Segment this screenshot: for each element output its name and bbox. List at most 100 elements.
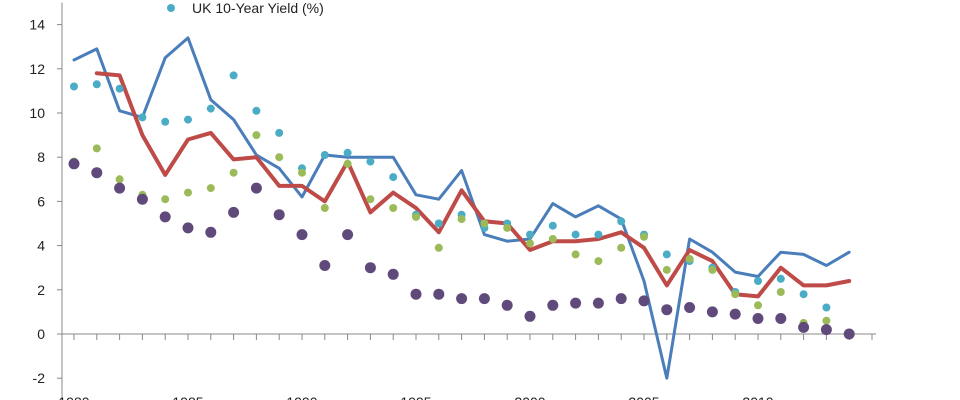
series-2-point: [70, 82, 78, 91]
series-3-point: [640, 232, 648, 241]
y-tick-label: 0: [37, 326, 45, 342]
series-2-point: [617, 217, 626, 226]
series-2-point: [662, 250, 671, 259]
series-4-point: [638, 295, 650, 307]
series-4-point: [684, 302, 696, 313]
series-2-point: [389, 173, 398, 182]
series-2-point: [343, 148, 352, 157]
y-tick-label: 8: [37, 149, 45, 165]
series-2-point: [229, 71, 238, 80]
series-3-point: [480, 219, 489, 228]
series-4-point: [364, 262, 376, 274]
series-3-point: [115, 175, 124, 184]
series-3-point: [92, 144, 101, 153]
series-4-point: [570, 297, 582, 309]
series-3-point: [594, 257, 603, 266]
series-2-point: [799, 290, 808, 299]
series-3-point: [412, 212, 420, 221]
series-4-point: [319, 260, 331, 271]
series-2-point: [754, 277, 762, 285]
series-3-point: [161, 195, 170, 204]
series-4-point: [159, 211, 171, 223]
series-2-point: [161, 117, 170, 126]
series-4-point: [273, 209, 285, 221]
series-4-point: [205, 226, 217, 238]
x-tick-label: 2005: [628, 394, 659, 400]
series-4-point: [456, 293, 468, 305]
series-3-point: [617, 243, 626, 252]
series-3-point: [571, 250, 580, 259]
series-2-point: [184, 115, 192, 124]
x-tick-label: 2000: [514, 394, 545, 400]
series-3-point: [685, 254, 694, 263]
legend-marker: [167, 4, 175, 12]
y-tick-label: 2: [37, 282, 45, 298]
series-4-point: [547, 299, 559, 311]
y-tick-label: 14: [29, 17, 45, 33]
series-3-point: [252, 131, 261, 140]
series-2-point: [776, 274, 785, 283]
series-3-point: [503, 223, 512, 232]
axes: -2 0 2 4 6 8 10 12 14 1980 1985 1990 1995 2000 2005 201…: [29, 2, 876, 400]
series-1-line: [94, 71, 852, 299]
series-3-point: [457, 215, 466, 224]
series-3-point: [275, 153, 284, 162]
series-4-point: [410, 288, 422, 300]
series-2-point: [275, 128, 284, 137]
series-2-point: [571, 230, 580, 239]
series-4-point: [524, 310, 536, 322]
series-4-point: [387, 268, 399, 280]
series-2-point: [206, 104, 215, 113]
series-2-point: [138, 113, 147, 122]
series-2-point: [320, 151, 329, 159]
x-tick-label: 1990: [286, 394, 317, 400]
series-layer: [68, 36, 855, 380]
series-3-point: [548, 235, 557, 243]
series-3-point: [389, 204, 398, 212]
series-4-point: [820, 324, 832, 336]
x-tick-label: 1985: [172, 394, 203, 400]
series-4-point: [798, 321, 810, 333]
series-3-point: [229, 168, 238, 177]
x-tick-label: 1980: [58, 394, 89, 400]
series-3-point: [366, 195, 375, 204]
series-4-point: [433, 288, 445, 300]
series-0-line: [72, 36, 851, 380]
series-3-point: [343, 159, 352, 168]
series-3-point: [662, 265, 671, 274]
series-4-point: [478, 293, 490, 305]
series-4-point: [775, 313, 787, 324]
series-3-point: [776, 288, 785, 296]
series-4-point: [182, 222, 194, 234]
series-4-point: [661, 304, 673, 316]
series-3-point: [708, 265, 717, 274]
series-3-point: [754, 301, 762, 310]
y-tick-label: 6: [37, 193, 45, 209]
y-tick-label: -2: [33, 370, 46, 386]
y-tick-label: 10: [29, 105, 45, 121]
series-4-point: [752, 313, 764, 324]
series-4-point: [91, 167, 103, 179]
series-2-point: [92, 80, 101, 89]
series-3-point: [184, 188, 192, 197]
legend: UK 10-Year Yield (%): [167, 0, 324, 16]
y-tick-label: 4: [37, 238, 45, 254]
series-4-point: [501, 299, 513, 311]
series-2-point: [548, 221, 557, 230]
series-4-point: [250, 182, 262, 194]
series-4-point: [136, 193, 148, 205]
series-3-point: [320, 204, 329, 212]
series-2-point: [366, 157, 375, 166]
series-4-point: [592, 297, 604, 309]
series-2-point: [434, 219, 443, 228]
series-3-point: [434, 243, 443, 252]
series-4-point: [342, 229, 354, 241]
series-4-point: [68, 158, 80, 170]
series-2-point: [252, 106, 261, 115]
series-2-point: [115, 84, 124, 93]
series-2-point: [594, 230, 603, 239]
series-3-point: [526, 239, 534, 248]
series-4-point: [729, 308, 741, 320]
series-4-point: [615, 293, 627, 305]
